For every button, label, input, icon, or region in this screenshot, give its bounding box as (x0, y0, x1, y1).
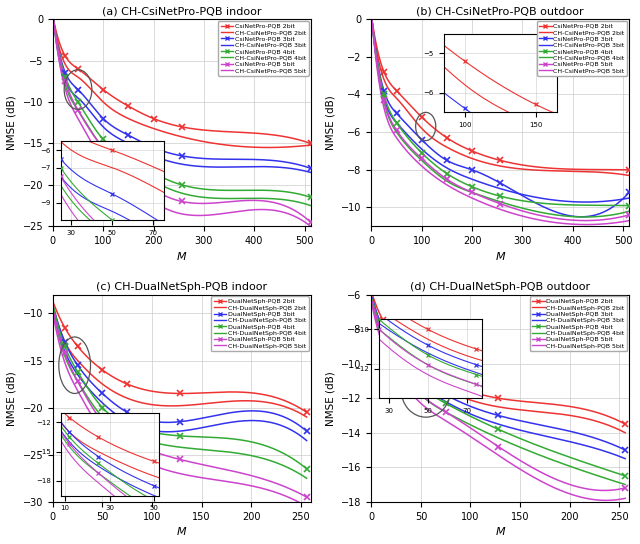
X-axis label: M: M (177, 251, 186, 262)
Legend: DualNetSph-PQB 2bit, CH-DualNetSph-PQB 2bit, DualNetSph-PQB 3bit, CH-DualNetSph-: DualNetSph-PQB 2bit, CH-DualNetSph-PQB 2… (529, 296, 627, 351)
X-axis label: M: M (495, 251, 505, 262)
Title: (d) CH-DualNetSph-PQB outdoor: (d) CH-DualNetSph-PQB outdoor (410, 282, 590, 293)
Y-axis label: NMSE (dB): NMSE (dB) (7, 95, 17, 150)
Y-axis label: NMSE (dB): NMSE (dB) (326, 95, 336, 150)
Legend: CsiNetPro-PQB 2bit, CH-CsiNetPro-PQB 2bit, CsiNetPro-PQB 3bit, CH-CsiNetPro-PQB : CsiNetPro-PQB 2bit, CH-CsiNetPro-PQB 2bi… (218, 21, 308, 76)
Y-axis label: NMSE (dB): NMSE (dB) (326, 371, 335, 425)
Legend: CsiNetPro-PQB 2bit, CH-CsiNetPro-PQB 2bit, CsiNetPro-PQB 3bit, CH-CsiNetPro-PQB : CsiNetPro-PQB 2bit, CH-CsiNetPro-PQB 2bi… (536, 21, 627, 76)
X-axis label: M: M (495, 527, 505, 537)
Title: (b) CH-CsiNetPro-PQB outdoor: (b) CH-CsiNetPro-PQB outdoor (417, 7, 584, 17)
Title: (c) CH-DualNetSph-PQB indoor: (c) CH-DualNetSph-PQB indoor (96, 282, 268, 293)
X-axis label: M: M (177, 527, 186, 537)
Y-axis label: NMSE (dB): NMSE (dB) (7, 371, 17, 425)
Title: (a) CH-CsiNetPro-PQB indoor: (a) CH-CsiNetPro-PQB indoor (102, 7, 262, 17)
Legend: DualNetSph-PQB 2bit, CH-DualNetSph-PQB 2bit, DualNetSph-PQB 3bit, CH-DualNetSph-: DualNetSph-PQB 2bit, CH-DualNetSph-PQB 2… (211, 296, 308, 351)
